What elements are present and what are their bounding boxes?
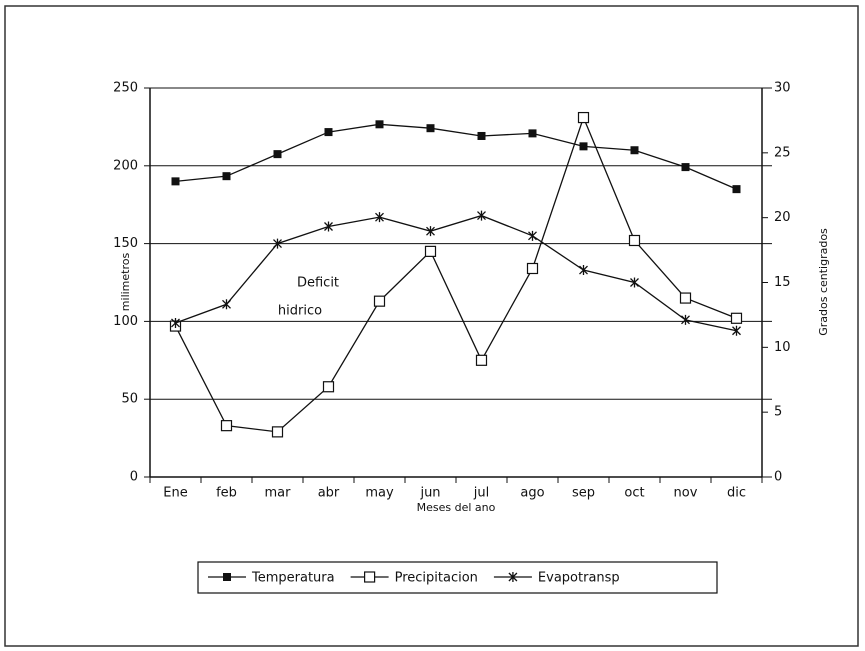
marker: [477, 131, 486, 140]
y2-tick-label: 10: [774, 340, 791, 355]
y2-tick-label: 5: [774, 405, 782, 420]
marker: [579, 142, 588, 151]
legend-label: Evapotransp: [538, 571, 620, 586]
y-tick-label: 50: [121, 392, 138, 407]
series-line: [174, 115, 737, 433]
marker: [364, 571, 376, 583]
legend-box: [197, 561, 718, 594]
marker: [732, 325, 741, 336]
y2-tick-label: 0: [774, 470, 782, 485]
marker: [630, 277, 639, 288]
legend-label: Precipitacion: [395, 571, 478, 586]
x-axis-label: Meses del ano: [417, 501, 496, 514]
series-line: [175, 123, 737, 190]
marker: [528, 129, 537, 138]
x-tick-label: sep: [572, 486, 595, 501]
marker: [730, 312, 743, 324]
y2-axis-label: Grados centigrados: [817, 228, 830, 336]
marker: [271, 426, 284, 438]
marker: [222, 299, 231, 310]
legend-label: Temperatura: [251, 571, 335, 586]
marker: [171, 317, 180, 328]
y-tick-label: 150: [113, 236, 138, 251]
marker: [681, 314, 690, 325]
marker: [426, 124, 435, 133]
y-tick-label: 250: [113, 81, 138, 96]
marker: [475, 354, 488, 366]
marker: [375, 212, 384, 223]
marker: [508, 572, 518, 582]
y2-tick-label: 20: [774, 210, 791, 225]
x-tick-label: abr: [318, 486, 340, 501]
y-axis-label: milimetros: [119, 253, 132, 312]
x-tick-label: jun: [419, 486, 440, 501]
x-tick-label: jul: [473, 486, 489, 501]
marker: [373, 295, 386, 307]
y-tick-label: 100: [113, 314, 138, 329]
marker: [528, 230, 537, 241]
marker: [322, 381, 335, 393]
marker: [171, 177, 180, 186]
x-tick-label: may: [365, 486, 394, 501]
marker: [526, 262, 539, 275]
y2-tick-label: 25: [774, 145, 791, 160]
series-line: [175, 214, 737, 332]
annotation: hidrico: [278, 304, 322, 319]
marker: [273, 150, 282, 159]
frame: [4, 5, 859, 647]
marker: [222, 172, 231, 181]
marker: [324, 128, 333, 137]
y2-tick-label: 15: [774, 275, 791, 290]
x-tick-label: nov: [674, 486, 698, 501]
marker: [732, 185, 741, 194]
marker: [324, 221, 333, 232]
marker: [579, 265, 588, 276]
marker: [223, 573, 231, 581]
marker: [220, 420, 233, 432]
marker: [375, 120, 384, 129]
marker: [426, 226, 435, 237]
marker: [273, 238, 282, 249]
marker: [681, 163, 690, 172]
marker: [477, 210, 486, 221]
marker: [628, 234, 641, 247]
x-tick-label: oct: [624, 486, 644, 501]
marker: [630, 146, 639, 155]
marker: [679, 292, 692, 304]
x-tick-label: Ene: [163, 486, 187, 501]
y-tick-label: 0: [130, 470, 138, 485]
marker: [424, 245, 437, 257]
y2-tick-label: 30: [774, 81, 791, 96]
annotation: Deficit: [297, 276, 339, 291]
y-tick-label: 200: [113, 158, 138, 173]
x-tick-label: dic: [727, 486, 746, 501]
marker: [577, 111, 590, 124]
x-tick-label: feb: [216, 486, 237, 501]
x-tick-label: ago: [520, 486, 544, 501]
x-tick-label: mar: [265, 486, 292, 501]
